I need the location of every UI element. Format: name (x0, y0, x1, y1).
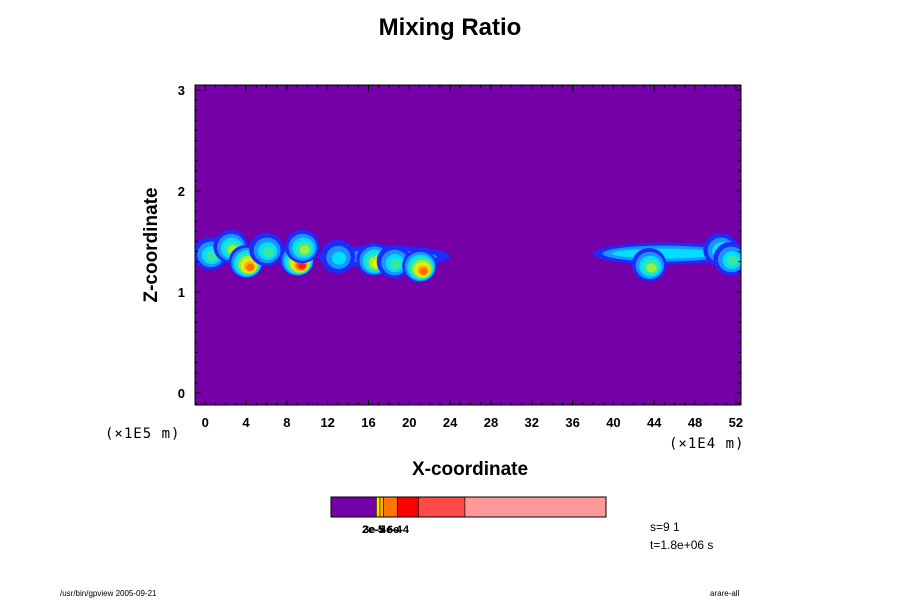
x-tick-label: 32 (525, 415, 539, 430)
footer-left: /usr/bin/gpview 2005-09-21 (60, 589, 157, 598)
plume-contour (331, 251, 347, 265)
y-tick-label: 3 (178, 83, 185, 98)
footer-right: arare-all (710, 589, 740, 598)
colorbar-segment (464, 496, 607, 518)
x-axis-label: X-coordinate (411, 459, 529, 480)
x-tick-label: 48 (688, 415, 702, 430)
colorbar-segment (376, 496, 381, 518)
colorbar-tick-label: 3e-5 (363, 524, 386, 536)
plume-contour (299, 245, 310, 255)
field-layer (195, 229, 741, 283)
plot-frame (194, 84, 742, 406)
chart-title: Mixing Ratio (378, 14, 522, 41)
plume-contour (419, 267, 428, 275)
colorbar-tick-label: 2e-5 (362, 524, 385, 536)
x-tick-label: 12 (320, 415, 334, 430)
y-tick-label: 0 (178, 386, 185, 401)
y-axis-label: Z-coordinate (141, 187, 162, 303)
time-info: t=1.8e+06 s (650, 538, 714, 552)
colorbar-frame (330, 496, 607, 518)
x-tick-label: 52 (729, 415, 743, 430)
y-tick-label: 1 (178, 285, 185, 300)
x-tick-label: 40 (606, 415, 620, 430)
x-tick-label: 20 (402, 415, 416, 430)
plume-contour (726, 255, 739, 267)
x-tick-label: 36 (565, 415, 579, 430)
colorbar-segment (383, 496, 398, 518)
colorbar-segment (330, 496, 377, 518)
x-tick-label: 0 (202, 415, 209, 430)
step-info: s=9 1 (650, 520, 680, 534)
x-unit-note: (×1E4 m) (669, 436, 745, 452)
colorbar-segment (396, 496, 420, 518)
y-unit-note: (×1E5 m) (105, 426, 181, 442)
plume-contour (389, 258, 402, 270)
plume-contour (262, 246, 275, 258)
colorbar-segment (379, 496, 384, 518)
colorbar (330, 496, 607, 518)
x-tick-label: 8 (283, 415, 290, 430)
plume-contour (246, 263, 255, 271)
y-tick-label: 2 (178, 184, 185, 199)
colorbar-segment (418, 496, 466, 518)
plume-contour (646, 263, 657, 273)
x-tick-label: 24 (443, 415, 458, 430)
x-tick-label: 4 (242, 415, 250, 430)
x-tick-label: 16 (361, 415, 375, 430)
plume-contour (298, 262, 306, 270)
x-tick-label: 44 (647, 415, 662, 430)
colorbar-tick-label: 6e-4 (387, 524, 410, 536)
colorbar-tick-label: 4e-4 (380, 524, 403, 536)
x-tick-label: 28 (484, 415, 498, 430)
